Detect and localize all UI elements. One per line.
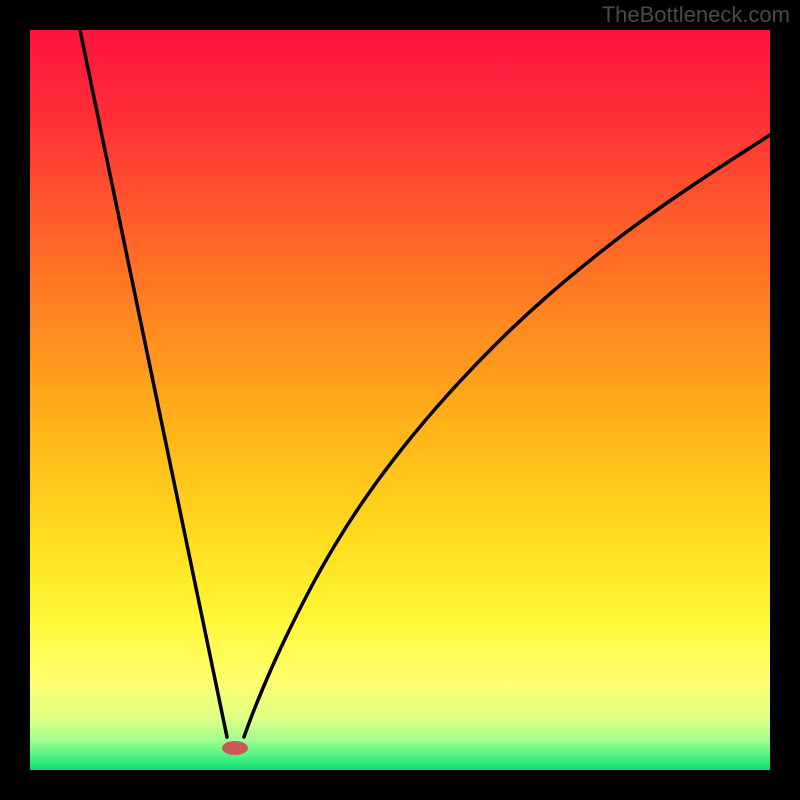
watermark: TheBottleneck.com <box>602 2 790 28</box>
optimal-marker <box>222 741 248 755</box>
chart-container: TheBottleneck.com <box>0 0 800 800</box>
plot-background <box>30 30 770 770</box>
bottleneck-chart <box>0 0 800 800</box>
